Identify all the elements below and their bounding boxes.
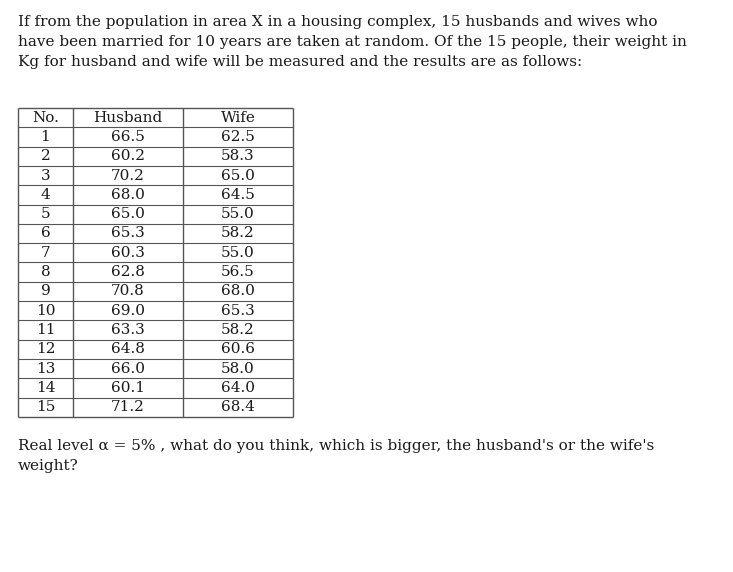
Text: 66.5: 66.5 bbox=[111, 130, 145, 144]
Text: 13: 13 bbox=[36, 362, 55, 376]
Text: 65.0: 65.0 bbox=[221, 169, 255, 182]
Text: 3: 3 bbox=[41, 169, 51, 182]
Text: 58.2: 58.2 bbox=[221, 227, 255, 240]
Text: 70.2: 70.2 bbox=[111, 169, 145, 182]
Text: 56.5: 56.5 bbox=[221, 265, 255, 279]
Text: Real level α = 5% , what do you think, which is bigger, the husband's or the wif: Real level α = 5% , what do you think, w… bbox=[18, 439, 655, 473]
Text: 10: 10 bbox=[36, 304, 55, 317]
Text: 63.3: 63.3 bbox=[111, 323, 145, 337]
Text: 58.3: 58.3 bbox=[221, 149, 255, 163]
Text: 71.2: 71.2 bbox=[111, 400, 145, 414]
Text: No.: No. bbox=[32, 110, 59, 125]
Text: 60.2: 60.2 bbox=[111, 149, 145, 163]
Text: 65.0: 65.0 bbox=[111, 207, 145, 221]
Text: If from the population in area X in a housing complex, 15 husbands and wives who: If from the population in area X in a ho… bbox=[18, 15, 687, 69]
Text: Wife: Wife bbox=[221, 110, 255, 125]
Text: 66.0: 66.0 bbox=[111, 362, 145, 376]
Text: 8: 8 bbox=[41, 265, 51, 279]
Text: 58.0: 58.0 bbox=[221, 362, 255, 376]
Text: 64.8: 64.8 bbox=[111, 342, 145, 356]
Text: 62.5: 62.5 bbox=[221, 130, 255, 144]
Text: 60.6: 60.6 bbox=[221, 342, 255, 356]
Text: 55.0: 55.0 bbox=[221, 207, 255, 221]
Text: 62.8: 62.8 bbox=[111, 265, 145, 279]
Text: 68.0: 68.0 bbox=[221, 284, 255, 299]
Text: 69.0: 69.0 bbox=[111, 304, 145, 317]
Text: 1: 1 bbox=[40, 130, 51, 144]
Text: 58.2: 58.2 bbox=[221, 323, 255, 337]
Text: 64.0: 64.0 bbox=[221, 381, 255, 395]
Text: 12: 12 bbox=[36, 342, 55, 356]
Text: 60.1: 60.1 bbox=[111, 381, 145, 395]
Text: 60.3: 60.3 bbox=[111, 246, 145, 260]
Text: 65.3: 65.3 bbox=[221, 304, 255, 317]
Text: 4: 4 bbox=[40, 188, 51, 202]
Text: 70.8: 70.8 bbox=[111, 284, 145, 299]
Text: 7: 7 bbox=[41, 246, 51, 260]
Text: 55.0: 55.0 bbox=[221, 246, 255, 260]
Text: 2: 2 bbox=[40, 149, 51, 163]
Text: 9: 9 bbox=[40, 284, 51, 299]
Text: 65.3: 65.3 bbox=[111, 227, 145, 240]
Text: 14: 14 bbox=[36, 381, 55, 395]
Text: 64.5: 64.5 bbox=[221, 188, 255, 202]
Text: 6: 6 bbox=[40, 227, 51, 240]
Text: Husband: Husband bbox=[93, 110, 163, 125]
Text: 15: 15 bbox=[36, 400, 55, 414]
Text: 68.0: 68.0 bbox=[111, 188, 145, 202]
Text: 11: 11 bbox=[36, 323, 55, 337]
Text: 5: 5 bbox=[41, 207, 51, 221]
Text: 68.4: 68.4 bbox=[221, 400, 255, 414]
